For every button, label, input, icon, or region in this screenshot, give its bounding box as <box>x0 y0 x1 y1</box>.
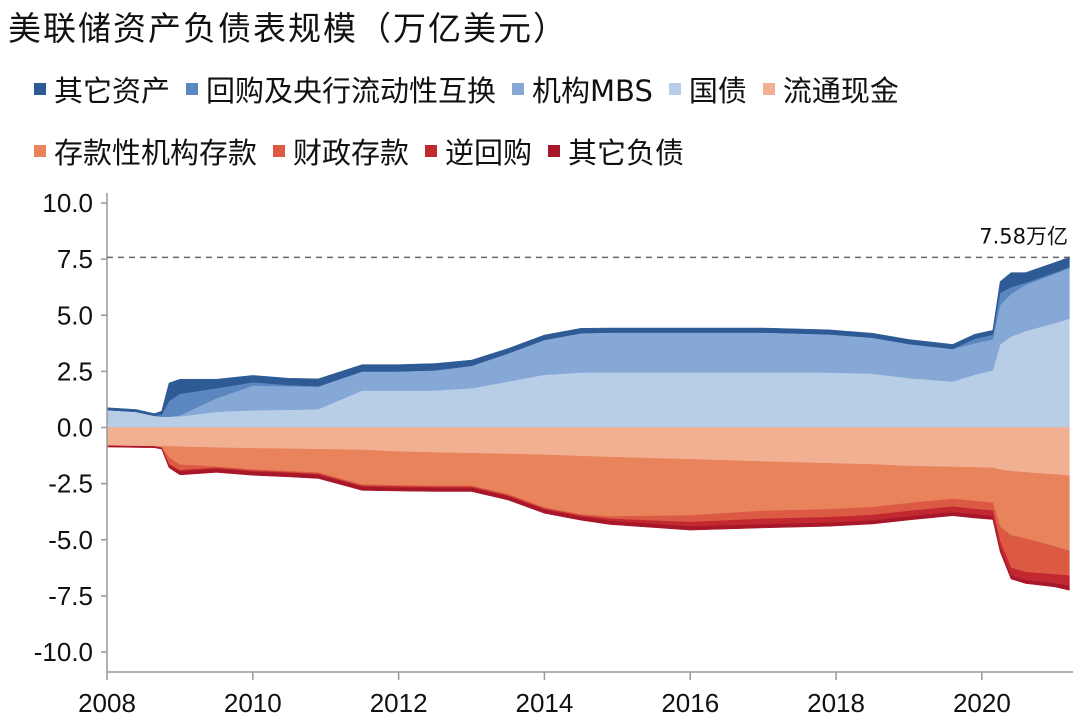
legend-swatch-other-liabilities <box>548 145 561 157</box>
legend-swatch-agency-mbs <box>512 83 525 95</box>
y-tick-label: 10.0 <box>42 188 93 218</box>
area-series-liabilities-4 <box>106 445 1070 591</box>
legend-item-tga: 财政存款 <box>273 130 409 172</box>
legend-item-other-liabilities: 其它负债 <box>548 130 684 172</box>
y-tick-labels: 10.0 7.5 5.0 2.5 0.0 -2.5 -5.0 -7.5 -10.0 <box>34 188 107 667</box>
legend-label-currency: 流通现金 <box>782 74 899 108</box>
x-tick-label: 2008 <box>78 688 136 718</box>
x-tick-label: 2010 <box>224 688 282 718</box>
y-tick-label: -2.5 <box>48 469 93 499</box>
legend-item-reverse-repo: 逆回购 <box>425 130 532 172</box>
legend-row-1: 其它资产 回购及央行流动性互换 机构MBS 国债 流通现金 <box>34 68 915 110</box>
legend-label-reserves: 存款性机构存款 <box>54 136 258 170</box>
stacked-areas <box>106 256 1070 591</box>
y-tick-label: -5.0 <box>48 525 93 555</box>
y-tick-label: 5.0 <box>57 300 93 330</box>
legend-swatch-reserves <box>34 145 46 157</box>
legend-item-reserves: 存款性机构存款 <box>34 130 257 172</box>
x-tick-label: 2016 <box>661 688 719 718</box>
legend-item-agency-mbs: 机构MBS <box>512 68 653 110</box>
legend-swatch-other-assets <box>34 83 46 95</box>
annotation-label: 7.58万亿 <box>979 224 1068 248</box>
legend-swatch-repo-swaps <box>186 83 199 95</box>
legend-item-treasuries: 国债 <box>668 68 747 110</box>
legend-item-other-assets: 其它资产 <box>34 68 170 110</box>
legend-label-other-liabilities: 其它负债 <box>568 136 685 170</box>
y-tick-label: 0.0 <box>57 413 93 443</box>
legend-item-repo-swaps: 回购及央行流动性互换 <box>186 68 496 110</box>
legend-label-reverse-repo: 逆回购 <box>445 136 533 170</box>
legend-swatch-tga <box>273 145 286 157</box>
legend-label-treasuries: 国债 <box>688 74 747 108</box>
y-tick-label: 2.5 <box>57 356 93 386</box>
x-tick-label: 2018 <box>807 688 865 718</box>
chart-title: 美联储资产负债表规模（万亿美元） <box>8 9 568 48</box>
area-series-assets-3 <box>106 256 1070 417</box>
legend-label-agency-mbs: 机构MBS <box>532 74 653 108</box>
legend-row-2: 存款性机构存款 财政存款 逆回购 其它负债 <box>34 130 700 172</box>
y-tick-label: 7.5 <box>57 244 93 274</box>
x-tick-labels: 2008 2010 2012 2014 2016 2018 2020 <box>78 672 1011 718</box>
legend-swatch-reverse-repo <box>425 145 438 157</box>
x-tick-label: 2020 <box>953 688 1011 718</box>
legend-label-repo-swaps: 回购及央行流动性互换 <box>206 74 497 108</box>
y-tick-label: -7.5 <box>48 581 93 611</box>
legend-swatch-currency <box>762 83 775 95</box>
legend-swatch-treasuries <box>668 83 681 95</box>
x-tick-label: 2014 <box>516 688 574 718</box>
legend-item-currency: 流通现金 <box>762 68 899 110</box>
y-tick-label: -10.0 <box>34 637 93 667</box>
legend-label-tga: 财政存款 <box>293 136 410 170</box>
x-tick-label: 2012 <box>370 688 428 718</box>
legend-label-other-assets: 其它资产 <box>54 74 171 108</box>
